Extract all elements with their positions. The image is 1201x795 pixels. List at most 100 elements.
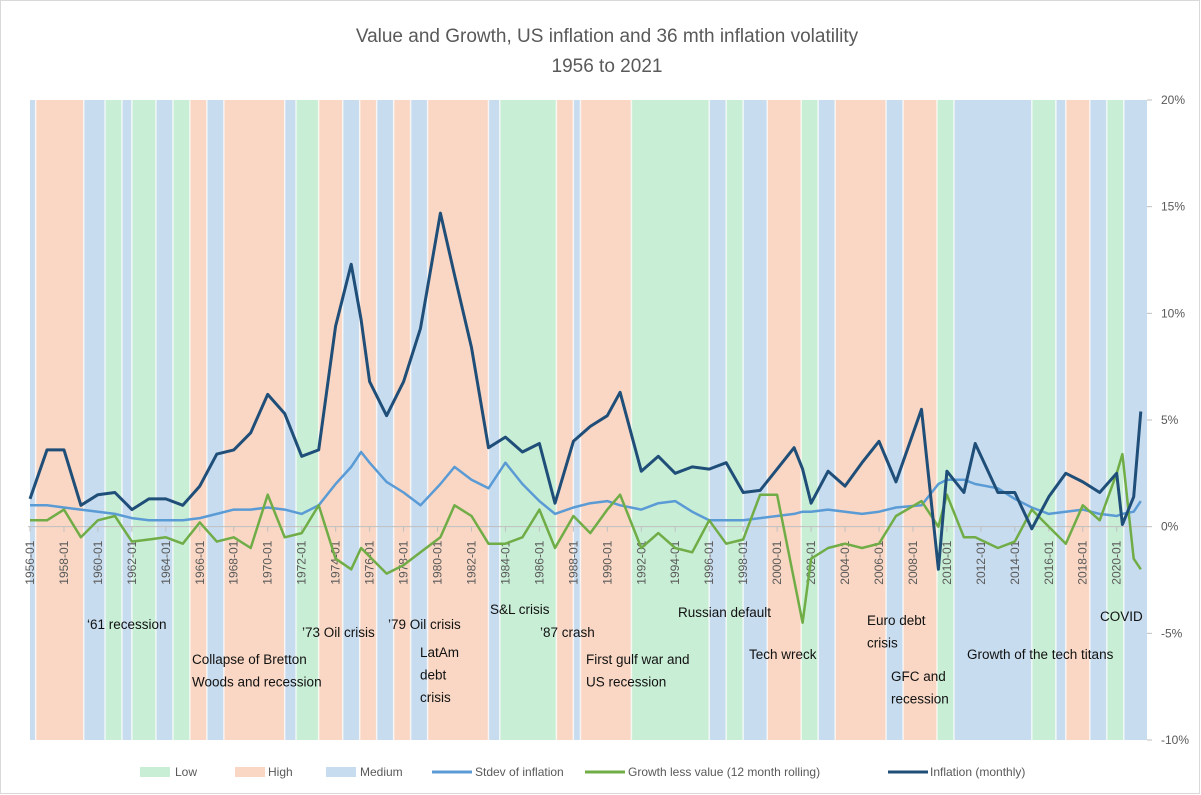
regime-band — [189, 100, 207, 740]
x-tick-label: 2008-01 — [906, 540, 920, 584]
x-tick-label: 1962-01 — [125, 540, 139, 584]
legend-swatch — [235, 767, 265, 777]
regime-band — [393, 100, 411, 740]
regime-band — [580, 100, 632, 740]
x-tick-label: 2000-01 — [770, 540, 784, 584]
regime-band — [172, 100, 190, 740]
regime-band — [801, 100, 819, 740]
regime-band — [488, 100, 500, 740]
x-tick-label: 1998-01 — [736, 540, 750, 584]
x-tick-label: 2016-01 — [1042, 540, 1056, 584]
regime-band — [296, 100, 319, 740]
regime-band — [767, 100, 802, 740]
regime-band — [937, 100, 954, 740]
regime-bands — [30, 100, 1147, 740]
x-tick-label: 1994-01 — [668, 540, 682, 584]
regime-band — [410, 100, 428, 740]
regime-band — [223, 100, 285, 740]
x-tick-label: 1978-01 — [397, 540, 411, 584]
y-tick-label: 0% — [1161, 520, 1179, 534]
y-tick-label: 15% — [1161, 200, 1185, 214]
x-tick-label: 1992-01 — [634, 540, 648, 584]
y-tick-label: -10% — [1161, 733, 1189, 747]
annotation: Tech wreck — [749, 647, 817, 662]
x-tick-label: 1984-01 — [498, 540, 512, 584]
annotation: First gulf war and — [586, 652, 690, 667]
annotation: S&L crisis — [490, 602, 550, 617]
x-tick-label: 1988-01 — [566, 540, 580, 584]
regime-band — [818, 100, 836, 740]
x-tick-label: 2006-01 — [872, 540, 886, 584]
regime-band — [30, 100, 36, 740]
legend-swatch — [140, 767, 170, 777]
regime-band — [284, 100, 297, 740]
annotation: GFC and — [891, 669, 946, 684]
legend-label: Stdev of inflation — [475, 765, 564, 779]
regime-band — [155, 100, 173, 740]
regime-band — [709, 100, 727, 740]
x-tick-label: 2010-01 — [940, 540, 954, 584]
annotation: Euro debt — [867, 613, 926, 628]
annotation: crisis — [867, 636, 898, 651]
x-tick-label: 1966-01 — [193, 540, 207, 584]
legend-label: Low — [175, 765, 197, 779]
x-tick-label: 1972-01 — [295, 540, 309, 584]
annotation: crisis — [420, 690, 451, 705]
regime-band — [376, 100, 394, 740]
y-tick-label: 5% — [1161, 413, 1179, 427]
x-tick-label: 1996-01 — [702, 540, 716, 584]
regime-band — [359, 100, 377, 740]
annotation: ’73 Oil crisis — [302, 625, 375, 640]
legend-label: Medium — [360, 765, 403, 779]
chart-title: Value and Growth, US inflation and 36 mt… — [356, 26, 859, 47]
annotation: COVID — [1100, 609, 1143, 624]
annotation: Russian default — [678, 605, 771, 620]
regime-band — [131, 100, 156, 740]
annotation: debt — [420, 668, 447, 683]
regime-band — [1123, 100, 1147, 740]
annotation: recession — [891, 692, 949, 707]
annotation: ’79 Oil crisis — [388, 617, 461, 632]
x-tick-label: 1970-01 — [261, 540, 275, 584]
regime-band — [953, 100, 1032, 740]
series-line — [30, 452, 1142, 624]
annotation: Woods and recession — [192, 675, 322, 690]
x-tick-label: 2018-01 — [1076, 540, 1090, 584]
regime-band — [35, 100, 84, 740]
y-tick-label: 20% — [1161, 93, 1185, 107]
x-tick-label: 2014-01 — [1008, 540, 1022, 584]
x-tick-label: 1980-01 — [431, 540, 445, 584]
regime-band — [726, 100, 744, 740]
regime-band — [556, 100, 574, 740]
regime-band — [835, 100, 887, 740]
y-tick-label: 10% — [1161, 306, 1185, 320]
annotation: Growth of the tech titans — [967, 647, 1114, 662]
regime-band — [83, 100, 105, 740]
annotation: ‘61 recession — [87, 617, 167, 632]
regime-band — [631, 100, 710, 740]
regime-band — [743, 100, 768, 740]
regime-band — [903, 100, 938, 740]
annotation: LatAm — [420, 645, 459, 660]
x-tick-label: 2020-01 — [1110, 540, 1124, 584]
regime-band — [1055, 100, 1066, 740]
regime-band — [342, 100, 360, 740]
regime-band — [427, 100, 489, 740]
x-tick-label: 1986-01 — [532, 540, 546, 584]
regime-band — [1065, 100, 1090, 740]
annotation: ’87 crash — [540, 625, 595, 640]
chart-subtitle: 1956 to 2021 — [552, 56, 663, 77]
regime-band — [499, 100, 557, 740]
annotation: US recession — [586, 675, 666, 690]
x-tick-label: 2012-01 — [974, 540, 988, 584]
x-tick-label: 1956-01 — [23, 540, 37, 584]
regime-band — [1089, 100, 1107, 740]
regime-band — [121, 100, 132, 740]
x-tick-label: 1958-01 — [57, 540, 71, 584]
x-tick-label: 1960-01 — [91, 540, 105, 584]
regime-band — [206, 100, 224, 740]
x-tick-label: 1968-01 — [227, 540, 241, 584]
x-tick-label: 1990-01 — [600, 540, 614, 584]
legend-label: Growth less value (12 month rolling) — [628, 765, 820, 779]
